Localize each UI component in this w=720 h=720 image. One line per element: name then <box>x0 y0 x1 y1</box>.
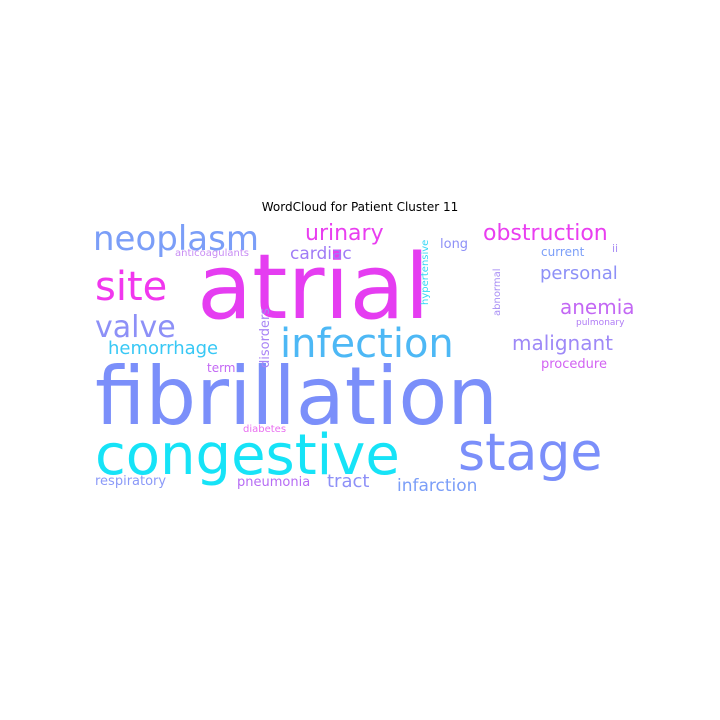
word-disorders: disorders <box>258 308 273 368</box>
word-tract: tract <box>327 471 369 492</box>
word-malignant: malignant <box>512 331 613 355</box>
chart-title: WordCloud for Patient Cluster 11 <box>261 200 459 214</box>
word-pneumonia: pneumonia <box>237 475 310 490</box>
word-anticoagulants: anticoagulants <box>175 248 249 259</box>
word-ii: ii <box>612 242 618 255</box>
word-valve: valve <box>95 310 176 345</box>
word-personal: personal <box>540 263 618 284</box>
word-atrial: atrial <box>197 235 430 340</box>
word-cardiac: cardiac <box>290 244 352 264</box>
word-procedure: procedure <box>541 357 607 372</box>
word-obstruction: obstruction <box>483 221 608 246</box>
word-abnormal: abnormal <box>492 268 503 316</box>
word-current: current <box>541 245 585 259</box>
word-diabetes: diabetes <box>243 424 286 435</box>
word-term: term <box>207 361 236 375</box>
word-neoplasm: neoplasm <box>93 219 259 259</box>
word-site: site <box>95 264 167 310</box>
word-infarction: infarction <box>397 476 477 496</box>
word-pulmonary: pulmonary <box>576 318 625 328</box>
word-congestive: congestive <box>95 423 400 488</box>
word-infection: infection <box>280 321 454 367</box>
word-stage: stage <box>458 423 602 483</box>
word-hemorrhage: hemorrhage <box>108 338 218 359</box>
word-anemia: anemia <box>560 295 635 319</box>
word-long: long <box>440 237 468 252</box>
word-urinary: urinary <box>305 221 384 246</box>
word-respiratory: respiratory <box>95 474 166 489</box>
word-fibrillation: fibrillation <box>95 350 498 443</box>
word-hypertensive: hypertensive <box>420 240 431 305</box>
